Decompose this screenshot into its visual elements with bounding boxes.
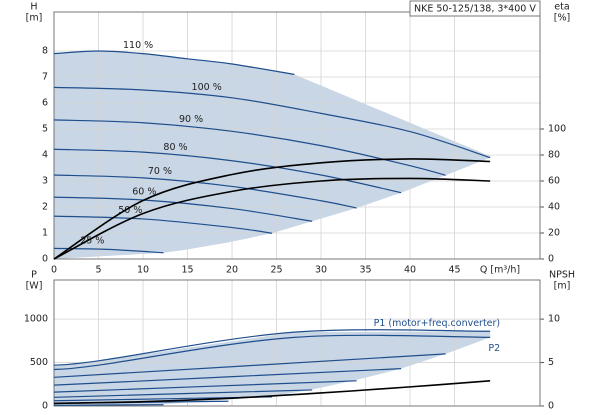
curve xyxy=(53,148,402,194)
x-tick-label: 10 xyxy=(137,265,149,276)
x-tick-label: 40 xyxy=(404,265,416,276)
title-box xyxy=(409,0,541,17)
plot-frame xyxy=(53,279,541,407)
series-label: P1 (motor+freq.converter) xyxy=(374,318,501,329)
secondary-curve xyxy=(53,158,491,260)
y-axis-unit: [W] xyxy=(26,281,43,292)
y-axis-label: P xyxy=(31,270,37,281)
curve xyxy=(53,404,164,406)
y2-tick-label: 5 xyxy=(548,357,554,368)
x-tick-label: 35 xyxy=(359,265,371,276)
y-tick-label: 2 xyxy=(42,202,48,213)
x-tick-label: 20 xyxy=(226,265,238,276)
curve-label: 25 % xyxy=(80,236,104,247)
x-tick-label: 25 xyxy=(270,265,282,276)
curve-label: 80 % xyxy=(163,142,187,153)
y-tick-label: 0 xyxy=(42,401,48,412)
curve xyxy=(53,389,313,398)
y2-tick-label: 0 xyxy=(548,401,554,412)
curve-label: 90 % xyxy=(179,114,203,125)
y-tick-label: 7 xyxy=(42,72,48,83)
y-tick-label: 6 xyxy=(42,98,48,109)
curve xyxy=(53,353,446,378)
y2-axis-label: NPSH xyxy=(549,270,575,281)
x-tick-label: 5 xyxy=(95,265,101,276)
curve-label: 110 % xyxy=(123,40,153,51)
y-tick-label: 4 xyxy=(42,150,48,161)
curve-label: 50 % xyxy=(118,205,142,216)
y-tick-label: 1 xyxy=(42,228,48,239)
operating-range xyxy=(54,331,491,406)
curve xyxy=(53,86,491,159)
series-label: P2 xyxy=(488,343,500,354)
chart-title: NKE 50-125/138, 3*400 V xyxy=(414,4,536,15)
y2-tick-label: 40 xyxy=(548,202,560,213)
curve xyxy=(53,247,164,254)
curve xyxy=(53,215,273,234)
secondary-curve xyxy=(53,380,491,405)
curve xyxy=(53,329,491,366)
y2-tick-label: 20 xyxy=(548,228,560,239)
y-axis-label: H xyxy=(30,2,37,13)
y2-axis-label: eta xyxy=(554,2,569,13)
curve xyxy=(53,334,491,371)
y2-tick-label: 80 xyxy=(548,150,560,161)
curve xyxy=(53,380,357,393)
curve-label: 100 % xyxy=(192,82,222,93)
y-tick-label: 3 xyxy=(42,176,48,187)
x-tick-label: 45 xyxy=(449,265,461,276)
x-axis-label: Q [m³/h] xyxy=(480,265,520,276)
x-tick-label: 30 xyxy=(315,265,327,276)
y-tick-label: 1000 xyxy=(24,314,48,325)
curve xyxy=(53,174,357,209)
y2-tick-label: 10 xyxy=(548,314,560,325)
y-tick-label: 8 xyxy=(42,46,48,57)
x-tick-label: 0 xyxy=(51,265,57,276)
curve xyxy=(53,50,295,75)
plot-frame xyxy=(53,11,541,260)
y2-tick-label: 100 xyxy=(548,124,566,135)
x-tick-label: 15 xyxy=(181,265,193,276)
curve xyxy=(53,368,402,386)
y2-axis-unit: [m] xyxy=(554,281,571,292)
y-tick-label: 0 xyxy=(42,254,48,265)
y2-tick-label: 60 xyxy=(548,176,560,187)
y2-tick-label: 0 xyxy=(548,254,554,265)
y2-axis-unit: [%] xyxy=(554,13,570,24)
y-axis-unit: [m] xyxy=(26,13,43,24)
curve-label: 70 % xyxy=(148,166,172,177)
secondary-curve xyxy=(53,177,491,260)
y-tick-label: 500 xyxy=(30,357,48,368)
curve xyxy=(53,119,446,176)
curve-label: 60 % xyxy=(132,187,156,198)
y-tick-label: 5 xyxy=(42,124,48,135)
curve xyxy=(53,196,313,222)
